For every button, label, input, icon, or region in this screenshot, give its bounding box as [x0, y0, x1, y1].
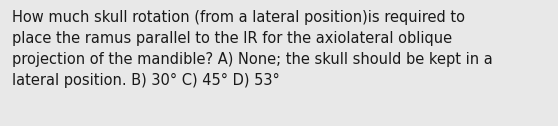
Text: How much skull rotation (from a lateral position)is required to
place the ramus : How much skull rotation (from a lateral … [12, 10, 493, 88]
